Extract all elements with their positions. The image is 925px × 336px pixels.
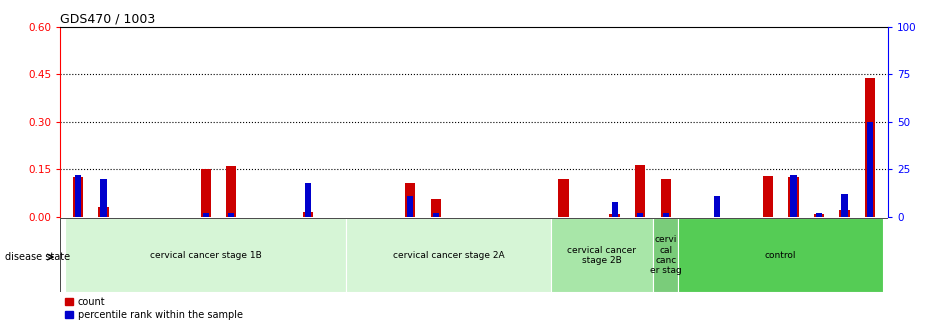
Bar — [714, 196, 720, 217]
Bar — [550, 218, 653, 292]
Bar — [653, 218, 678, 292]
Bar — [865, 78, 875, 217]
Bar — [611, 202, 618, 217]
Bar — [73, 177, 83, 217]
Text: cervi
cal
canc
er stag: cervi cal canc er stag — [650, 235, 682, 276]
Bar — [788, 177, 798, 217]
Bar — [203, 213, 209, 217]
Text: cervical cancer stage 2A: cervical cancer stage 2A — [393, 251, 504, 260]
Bar — [346, 218, 550, 292]
Bar — [867, 122, 873, 217]
Text: cervical cancer stage 1B: cervical cancer stage 1B — [150, 251, 262, 260]
Bar — [816, 213, 822, 217]
Bar — [763, 176, 773, 217]
Bar — [814, 214, 824, 217]
Bar — [98, 207, 108, 217]
Bar — [842, 194, 847, 217]
Text: cervical cancer
stage 2B: cervical cancer stage 2B — [567, 246, 636, 265]
Bar — [431, 199, 441, 217]
Bar — [75, 175, 81, 217]
Bar — [405, 183, 415, 217]
Bar — [559, 179, 569, 217]
Legend: count, percentile rank within the sample: count, percentile rank within the sample — [65, 297, 242, 320]
Text: control: control — [765, 251, 796, 260]
Bar — [101, 179, 106, 217]
Text: disease state: disease state — [5, 252, 69, 262]
Text: GDS470 / 1003: GDS470 / 1003 — [60, 13, 155, 26]
Bar — [227, 166, 237, 217]
Bar — [678, 218, 882, 292]
Bar — [637, 213, 643, 217]
Bar — [662, 213, 669, 217]
Bar — [433, 213, 438, 217]
Bar — [201, 169, 211, 217]
Bar — [228, 213, 234, 217]
Bar — [635, 165, 646, 217]
Bar — [660, 179, 671, 217]
Bar — [840, 210, 850, 217]
Bar — [407, 196, 413, 217]
Bar — [302, 212, 313, 217]
Bar — [610, 214, 620, 217]
Bar — [66, 218, 346, 292]
Bar — [305, 182, 311, 217]
Bar — [790, 175, 796, 217]
